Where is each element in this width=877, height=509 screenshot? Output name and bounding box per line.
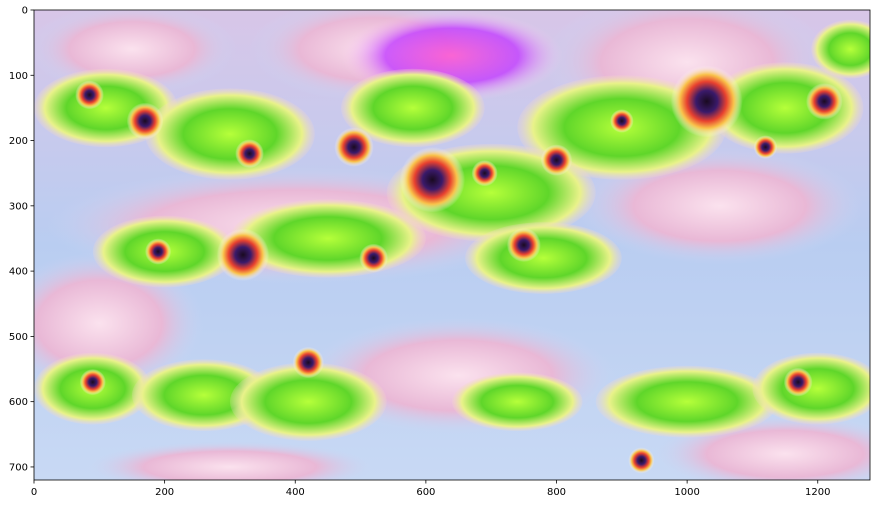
eye <box>753 135 778 159</box>
frog-head <box>595 365 779 438</box>
frog-head <box>145 88 315 180</box>
eye <box>628 447 655 474</box>
y-tick-label: 100 <box>9 71 28 82</box>
eye <box>292 346 324 379</box>
eye <box>126 102 164 140</box>
axes-frame <box>33 9 871 481</box>
eye <box>145 238 172 265</box>
eye <box>506 228 541 262</box>
eye <box>805 83 843 120</box>
frog-head <box>452 372 583 432</box>
eye <box>670 65 743 138</box>
frog-head <box>811 19 870 79</box>
eye <box>783 367 813 397</box>
x-tick-label: 0 <box>31 487 37 498</box>
eye <box>471 160 498 187</box>
x-tick-label: 400 <box>286 487 305 498</box>
image-blob <box>86 440 374 480</box>
y-tick-label: 500 <box>9 332 28 343</box>
eye <box>359 243 388 273</box>
eye <box>399 147 466 213</box>
eye <box>235 139 264 168</box>
eye <box>334 127 374 167</box>
x-tick-label: 1000 <box>674 487 699 498</box>
y-tick-label: 400 <box>9 267 28 278</box>
eye <box>75 80 104 110</box>
eye <box>79 369 106 396</box>
frog-head <box>465 222 622 294</box>
x-tick-label: 600 <box>416 487 435 498</box>
x-tick-label: 800 <box>547 487 566 498</box>
x-tick-label: 200 <box>155 487 174 498</box>
frog-head <box>340 68 485 148</box>
eye <box>540 144 573 176</box>
frog-head <box>752 352 870 425</box>
frog-head <box>229 362 387 441</box>
image-content <box>34 10 870 480</box>
x-tick-label: 1200 <box>805 487 830 498</box>
y-tick-label: 300 <box>9 201 28 212</box>
y-tick-label: 200 <box>9 136 28 147</box>
eye <box>610 109 634 133</box>
x-axis: 0 200 400 600 800 1000 1200 <box>31 480 830 498</box>
eye <box>216 228 270 281</box>
y-axis: 0 100 200 300 400 500 600 700 <box>9 6 34 473</box>
y-tick-label: 0 <box>22 6 28 17</box>
y-tick-label: 600 <box>9 397 28 408</box>
y-tick-label: 700 <box>9 462 28 473</box>
